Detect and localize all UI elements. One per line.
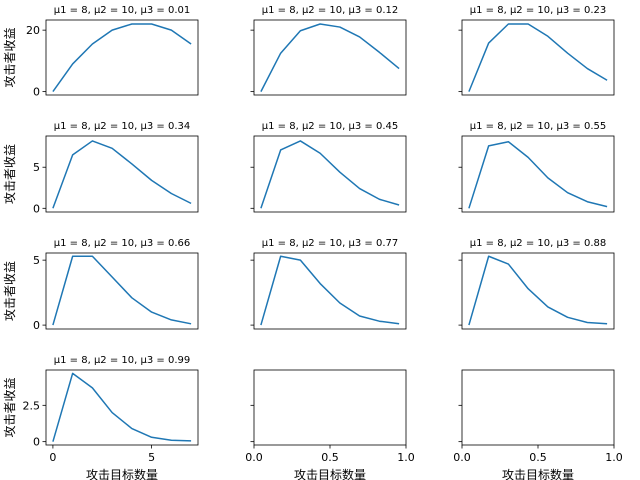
subplot-7: 0 5 μ1 = 8, μ2 = 10, μ3 = 0.66 攻击者收益 <box>3 238 199 332</box>
x-tick-label: 0.0 <box>245 451 263 464</box>
series-line <box>52 140 192 209</box>
y-tick-label: 5 <box>33 161 40 174</box>
subplot-4: 0 5 μ1 = 8, μ2 = 10, μ3 = 0.34 攻击者收益 <box>3 121 199 215</box>
axes-frame <box>45 135 199 213</box>
axes-frame <box>461 369 615 446</box>
subplot-12: 0.0 0.5 1.0 攻击目标数量 <box>453 369 623 480</box>
subplot-title: μ1 = 8, μ2 = 10, μ3 = 0.77 <box>262 238 398 249</box>
y-axis-label: 攻击者收益 <box>3 377 17 437</box>
y-tick-label: 20 <box>26 24 40 37</box>
y-tick-label: 5 <box>33 254 40 267</box>
subplot-title: μ1 = 8, μ2 = 10, μ3 = 0.88 <box>470 238 606 249</box>
subplot-11: 0.0 0.5 1.0 攻击目标数量 <box>245 369 415 480</box>
series-line <box>52 255 192 326</box>
subplot-title: μ1 = 8, μ2 = 10, μ3 = 0.66 <box>54 238 190 249</box>
x-tick-label: 5 <box>148 451 155 464</box>
subplot-3: μ1 = 8, μ2 = 10, μ3 = 0.23 <box>458 5 615 96</box>
subplot-title: μ1 = 8, μ2 = 10, μ3 = 0.45 <box>262 121 398 132</box>
subplot-6: μ1 = 8, μ2 = 10, μ3 = 0.55 <box>458 121 615 213</box>
series-line <box>260 255 400 326</box>
series-line <box>260 140 400 209</box>
subplot-title: μ1 = 8, μ2 = 10, μ3 = 0.01 <box>54 5 190 16</box>
series-line <box>468 23 608 92</box>
y-tick-label: 0 <box>33 319 40 332</box>
axes-frame <box>45 369 199 446</box>
y-axis-label: 攻击者收益 <box>3 261 17 321</box>
x-tick-label: 0.5 <box>321 451 339 464</box>
x-axis-label: 攻击目标数量 <box>502 467 574 480</box>
subplot-9: μ1 = 8, μ2 = 10, μ3 = 0.88 <box>458 238 615 330</box>
subplot-8: μ1 = 8, μ2 = 10, μ3 = 0.77 <box>250 238 407 330</box>
subplot-title: μ1 = 8, μ2 = 10, μ3 = 0.55 <box>470 121 606 132</box>
series-line <box>52 372 192 442</box>
x-tick-label: 1.0 <box>397 451 415 464</box>
subplot-1: 0 20 μ1 = 8, μ2 = 10, μ3 = 0.01 攻击者收益 <box>3 5 199 99</box>
axes-frame <box>461 252 615 330</box>
y-tick-label: 0 <box>33 202 40 215</box>
subplot-title: μ1 = 8, μ2 = 10, μ3 = 0.12 <box>262 5 398 16</box>
axes-frame <box>253 252 407 330</box>
y-tick-label: 0 <box>33 436 40 449</box>
subplot-2: μ1 = 8, μ2 = 10, μ3 = 0.12 <box>250 5 407 96</box>
x-tick-label: 0.0 <box>453 451 471 464</box>
x-tick-label: 0.5 <box>529 451 547 464</box>
y-axis-label: 攻击者收益 <box>3 27 17 87</box>
axes-frame <box>253 19 407 96</box>
subplot-title: μ1 = 8, μ2 = 10, μ3 = 0.99 <box>54 355 190 366</box>
series-line <box>468 255 608 326</box>
axes-frame <box>461 135 615 213</box>
subplot-5: μ1 = 8, μ2 = 10, μ3 = 0.45 <box>250 121 407 213</box>
axes-frame <box>45 252 199 330</box>
axes-frame <box>253 369 407 446</box>
y-tick-label: 0 <box>33 86 40 99</box>
axes-frame <box>253 135 407 213</box>
x-axis-label: 攻击目标数量 <box>86 467 158 480</box>
series-line <box>468 141 608 209</box>
x-tick-label: 1.0 <box>605 451 623 464</box>
y-tick-label: 2.5 <box>23 399 41 412</box>
subplot-title: μ1 = 8, μ2 = 10, μ3 = 0.23 <box>470 5 606 16</box>
x-tick-label: 0 <box>49 451 56 464</box>
axes-frame <box>45 19 199 96</box>
subplot-title: μ1 = 8, μ2 = 10, μ3 = 0.34 <box>54 121 190 132</box>
axes-frame <box>461 19 615 96</box>
y-axis-label: 攻击者收益 <box>3 144 17 204</box>
subplot-10: 0 2.5 0 5 μ1 = 8, μ2 = 10, μ3 = 0.99 攻击者收益攻击目… <box>3 355 199 480</box>
x-axis-label: 攻击目标数量 <box>294 467 366 480</box>
series-line <box>260 23 400 92</box>
series-line <box>52 23 192 93</box>
